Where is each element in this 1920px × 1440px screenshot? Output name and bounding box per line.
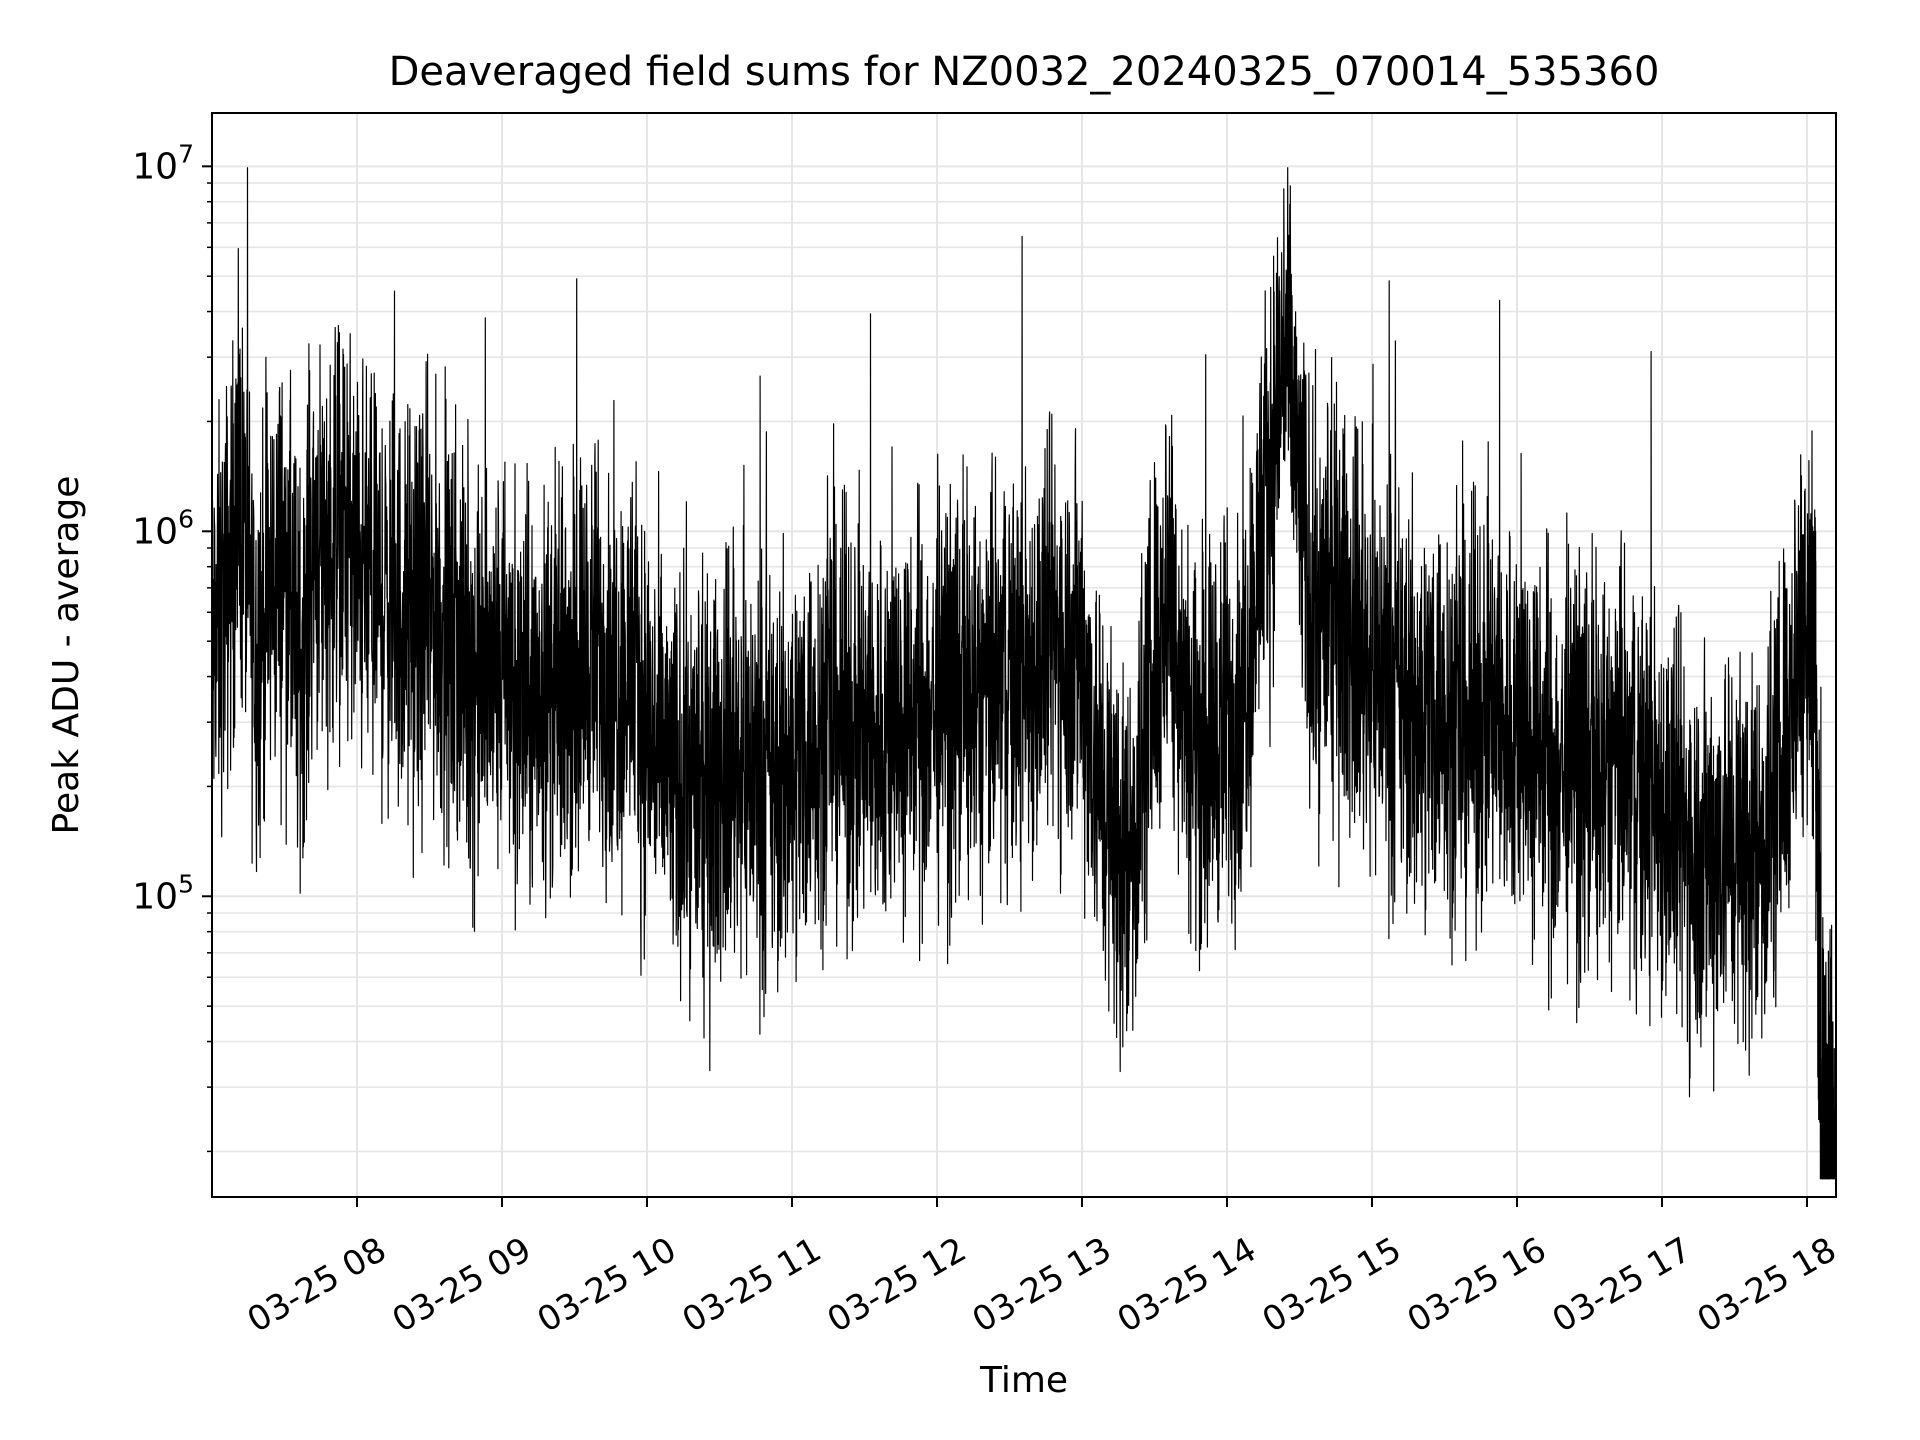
y-tick-label-base: 10	[132, 511, 178, 552]
y-tick-label-exponent: 6	[178, 504, 194, 533]
grid	[212, 113, 1836, 1197]
x-axis-label: Time	[979, 1360, 1068, 1401]
y-axis-label: Peak ADU - average	[46, 476, 87, 835]
y-tick-label: 107	[132, 139, 194, 187]
y-tick-label: 105	[132, 869, 194, 917]
plot-frame	[211, 112, 1837, 1198]
y-tick-label-base: 10	[132, 876, 178, 917]
series-line	[211, 167, 1837, 1180]
plot-area	[211, 167, 1837, 1180]
chart-title: Deaveraged field sums for NZ0032_2024032…	[389, 49, 1660, 95]
y-tick-label-exponent: 5	[178, 869, 194, 898]
y-tick-label: 106	[132, 504, 194, 552]
y-tick-label-base: 10	[132, 146, 178, 187]
y-tick-label-exponent: 7	[178, 139, 194, 168]
